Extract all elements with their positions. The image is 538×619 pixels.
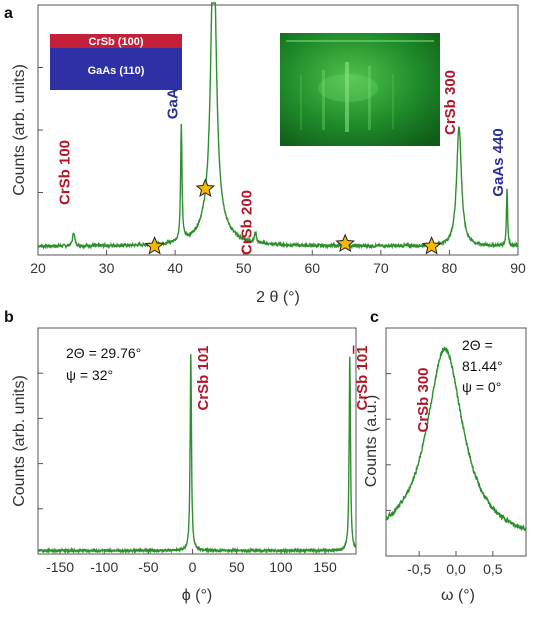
peak-label-text: CrSb 101 <box>195 345 212 410</box>
panel-b-annotation-2theta: 2Θ = 29.76° <box>66 345 141 361</box>
x-tick-label: 0,5 <box>483 561 503 577</box>
panel-label-c: c <box>370 309 379 326</box>
panel-b-xlabel: ϕ (°) <box>182 587 212 604</box>
panel-c: -0,5 0,0 0,5 2Θ = 81.44° ψ = 0° CrSb 300 C… <box>363 327 527 604</box>
panel-c-annotation-line3: ψ = 0° <box>462 379 501 395</box>
peak-label: CrSb 101 <box>354 345 371 410</box>
star-marker <box>335 233 356 253</box>
panel-b-frame <box>37 327 357 555</box>
x-tick-label: -150 <box>46 559 74 575</box>
x-tick-label: 60 <box>304 260 320 276</box>
panel-b-ylabel: Counts (arb. units) <box>11 375 28 507</box>
panel-c-x-ticks: -0,5 0,0 0,5 <box>407 551 503 577</box>
panel-b: -150 -100 -50 0 50 100 150 2Θ = 29.76° ψ = 32°… <box>11 327 371 604</box>
panel-a-x-ticks: 20 30 40 50 60 70 80 90 <box>30 250 526 276</box>
x-tick-label: 100 <box>269 559 293 575</box>
x-tick-label: 50 <box>236 260 252 276</box>
panel-label-b: b <box>4 309 14 326</box>
panel-c-peak-label: CrSb 300 <box>415 367 432 432</box>
panel-c-annotation-line1: 2Θ = <box>462 337 493 353</box>
panel-c-y-ticks <box>386 373 391 511</box>
x-tick-label: 80 <box>442 260 458 276</box>
inset-layer-gaas-label: GaAs (110) <box>88 65 145 77</box>
panel-b-y-ticks <box>38 372 43 510</box>
x-tick-label: 70 <box>373 260 389 276</box>
panel-c-xlabel: ω (°) <box>441 587 475 604</box>
panel-a-y-ticks <box>38 67 43 193</box>
x-tick-label: 40 <box>167 260 183 276</box>
panel-b-curve <box>37 354 357 555</box>
peak-label: CrSb 300 <box>442 70 459 135</box>
panel-c-ylabel: Counts (a.u.) <box>363 395 380 487</box>
inset-layer-gaas <box>50 48 182 90</box>
x-tick-label: 0,0 <box>446 561 466 577</box>
panel-b-peak-labels: CrSb 101 CrSb 101 <box>195 345 371 410</box>
inset-layer-crsb-label: CrSb (100) <box>88 36 143 48</box>
peak-label: CrSb 101 <box>195 345 212 410</box>
peak-label: CrSb 100 <box>57 140 74 205</box>
star-marker <box>421 236 442 255</box>
panel-a-stars <box>144 178 442 255</box>
peak-label: CrSb 200 <box>238 190 255 255</box>
panel-b-annotation-psi: ψ = 32° <box>66 367 113 383</box>
inset-layer-crsb <box>50 34 182 48</box>
x-tick-label: 20 <box>30 260 46 276</box>
panel-label-a: a <box>4 5 13 22</box>
panel-c-annotation-line2: 81.44° <box>462 358 503 374</box>
panel-a-xlabel: 2 θ (°) <box>256 289 300 306</box>
x-tick-label: -0,5 <box>407 561 431 577</box>
x-tick-label: 30 <box>99 260 115 276</box>
x-tick-label: 150 <box>313 559 337 575</box>
panel-c-curve <box>385 346 527 532</box>
peak-label: GaAs 440 <box>490 128 507 196</box>
x-tick-label: 50 <box>229 559 245 575</box>
x-tick-label: 90 <box>510 260 526 276</box>
star-marker <box>195 178 216 198</box>
peak-label-overbar: 1 <box>354 345 371 353</box>
rheed-inset-image <box>280 33 440 146</box>
x-tick-label: 0 <box>189 559 197 575</box>
x-tick-label: -100 <box>90 559 118 575</box>
panel-b-x-ticks: -150 -100 -50 0 50 100 150 <box>46 549 337 575</box>
star-marker <box>144 236 165 255</box>
x-tick-label: -50 <box>138 559 158 575</box>
peak-label-text: CrSb 10 <box>354 354 371 411</box>
panel-a-ylabel: Counts (arb. units) <box>11 64 28 196</box>
